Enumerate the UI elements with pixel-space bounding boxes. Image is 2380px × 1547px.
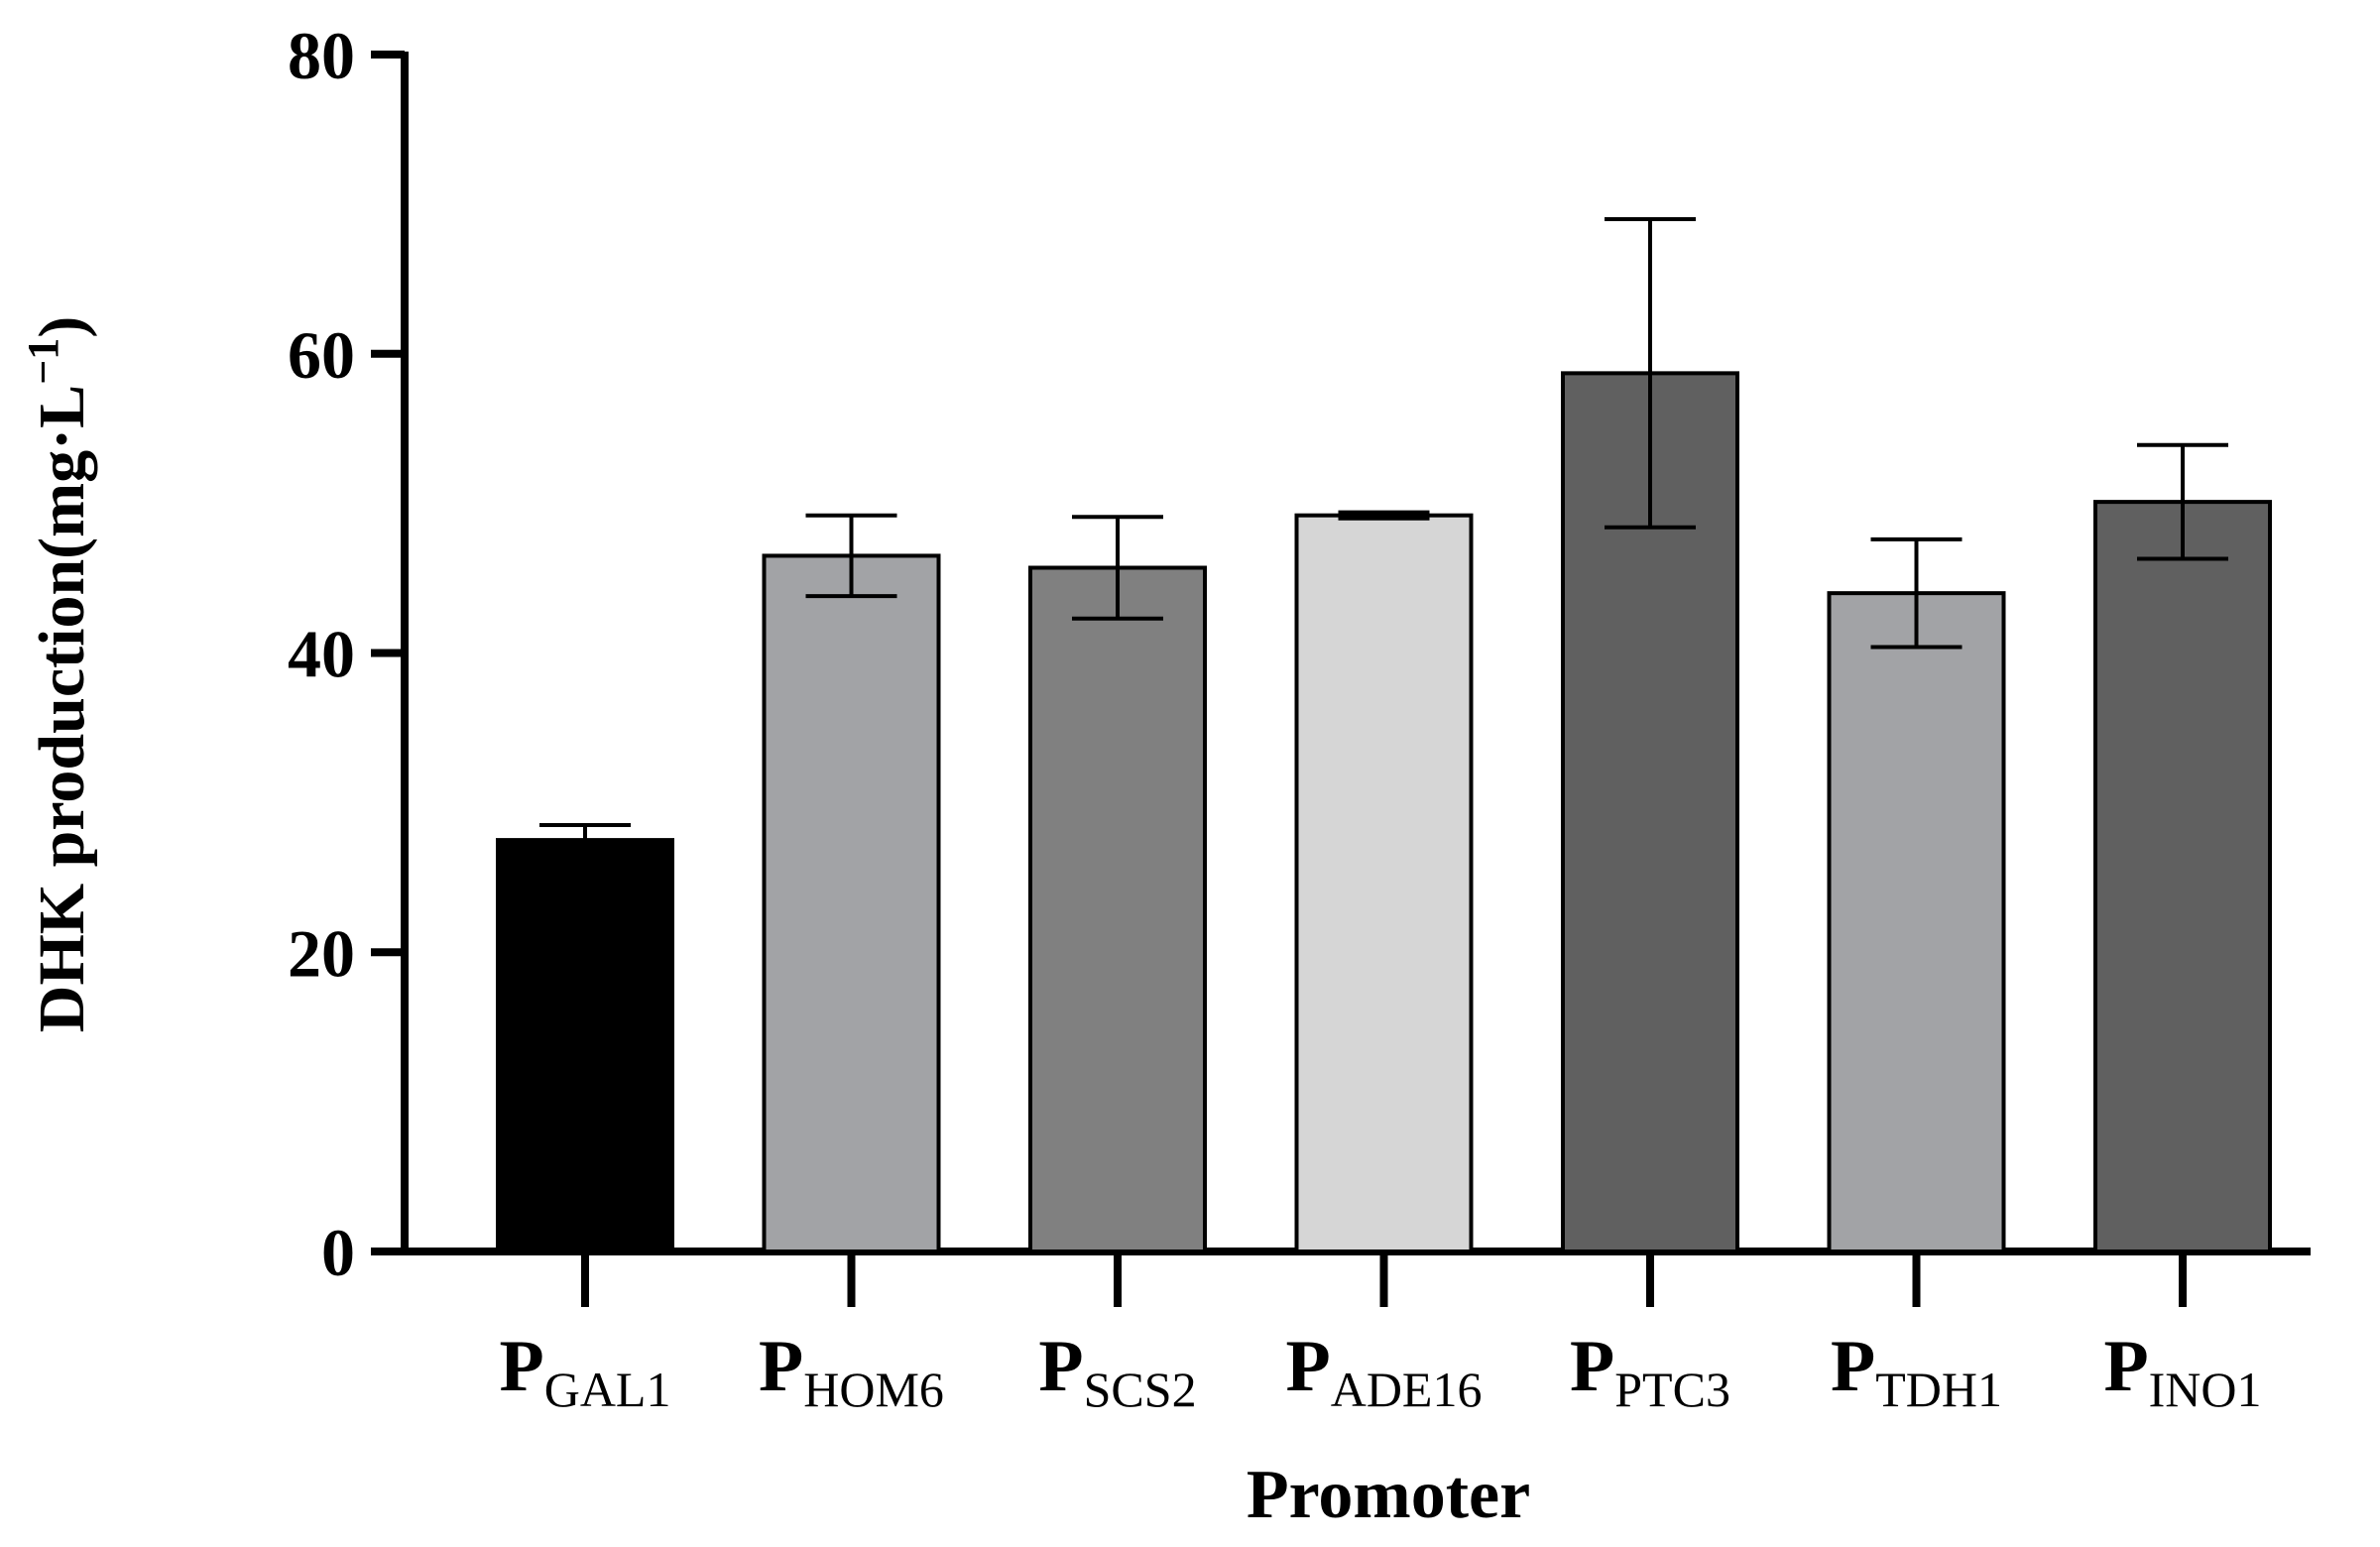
y-tick-label: 40	[288, 617, 355, 692]
bar	[1028, 565, 1207, 1253]
x-tick-label: PTDH1	[1831, 1326, 2002, 1417]
y-tick-label: 20	[288, 915, 355, 991]
y-tick-label: 80	[288, 18, 355, 93]
x-tick-label-sub: ADE16	[1331, 1362, 1483, 1417]
bar	[1294, 513, 1474, 1253]
error-bars	[539, 216, 2228, 858]
x-tick-label-main: P	[1570, 1326, 1614, 1407]
y-axis-title: DHK production(mg·L−1)	[19, 316, 98, 1032]
x-tick-label: PADE16	[1286, 1326, 1483, 1417]
x-tick-label-main: P	[500, 1326, 544, 1407]
x-tick-label-main: P	[1831, 1326, 1875, 1407]
x-tick-label-sub: PTC3	[1614, 1362, 1730, 1417]
x-tick-label-sub: SCS2	[1084, 1362, 1197, 1417]
y-axis-title-sup: −1	[19, 338, 67, 385]
x-tick-label-sub: INO1	[2149, 1362, 2262, 1417]
bar	[762, 553, 941, 1253]
y-tick-label: 60	[288, 317, 355, 393]
x-tick-label: PINO1	[2103, 1326, 2261, 1417]
bar	[496, 838, 674, 1253]
x-tick-label-sub: TDH1	[1875, 1362, 2002, 1417]
x-tick-label-main: P	[1038, 1326, 1083, 1407]
x-tick-label: PPTC3	[1570, 1326, 1730, 1417]
x-tick-label-main: P	[2103, 1326, 2148, 1407]
x-tick-label-sub: HOM6	[803, 1362, 944, 1417]
x-tick-label: PGAL1	[500, 1326, 671, 1417]
x-tick-label: PSCS2	[1038, 1326, 1196, 1417]
x-tick-label: PHOM6	[759, 1326, 944, 1417]
bar	[1827, 591, 2006, 1253]
x-ticks: PGAL1 PHOM6 PSCS2 PADE16 PPTC3 PTDH1 PINO1	[500, 1251, 2262, 1417]
x-tick-label-main: P	[759, 1326, 803, 1407]
y-axis-title-main: DHK production(mg·L	[26, 385, 98, 1032]
x-tick-label-main: P	[1286, 1326, 1331, 1407]
y-tick-label: 0	[321, 1215, 355, 1290]
x-axis-title: Promoter	[1247, 1457, 1530, 1533]
bar	[2093, 500, 2272, 1253]
bars	[496, 371, 2272, 1253]
x-tick-label-sub: GAL1	[544, 1362, 671, 1417]
y-axis-title-close: )	[26, 316, 98, 338]
y-ticks: 0 20 40 60 80	[288, 18, 405, 1290]
